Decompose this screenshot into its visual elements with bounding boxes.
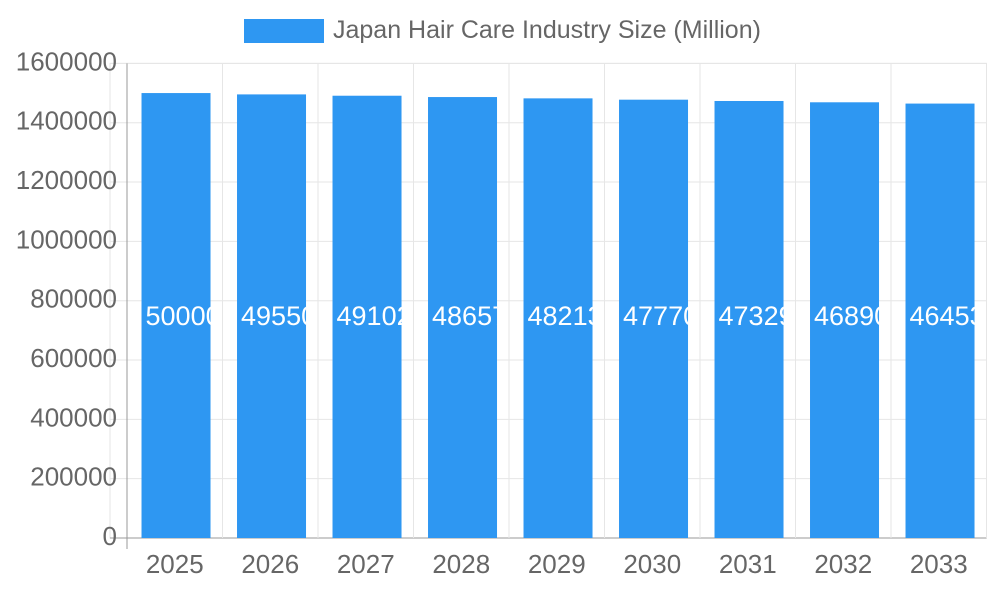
svg-text:47329: 47329 [719,301,794,331]
svg-text:1000000: 1000000 [16,224,117,254]
svg-text:50000: 50000 [146,301,221,331]
svg-text:600000: 600000 [30,343,117,373]
svg-text:49102: 49102 [337,301,412,331]
svg-text:800000: 800000 [30,284,117,314]
svg-text:2030: 2030 [623,549,681,579]
svg-text:2028: 2028 [432,549,490,579]
svg-text:Japan Hair Care Industry Size: Japan Hair Care Industry Size (Million) [333,16,761,44]
svg-text:2031: 2031 [719,549,777,579]
svg-text:2026: 2026 [241,549,299,579]
svg-text:47770: 47770 [623,301,698,331]
svg-text:48657: 48657 [432,301,507,331]
svg-text:2029: 2029 [528,549,586,579]
svg-text:46890: 46890 [814,301,889,331]
svg-text:400000: 400000 [30,402,117,432]
svg-text:48213: 48213 [528,301,603,331]
svg-text:1200000: 1200000 [16,165,117,195]
svg-text:2033: 2033 [910,549,968,579]
svg-text:1600000: 1600000 [16,46,117,76]
svg-text:49550: 49550 [241,301,316,331]
svg-text:2027: 2027 [337,549,395,579]
svg-text:2032: 2032 [814,549,872,579]
svg-text:0: 0 [103,521,117,551]
svg-text:2025: 2025 [146,549,204,579]
svg-text:46453: 46453 [910,301,985,331]
svg-text:1400000: 1400000 [16,106,117,136]
svg-text:200000: 200000 [30,462,117,492]
